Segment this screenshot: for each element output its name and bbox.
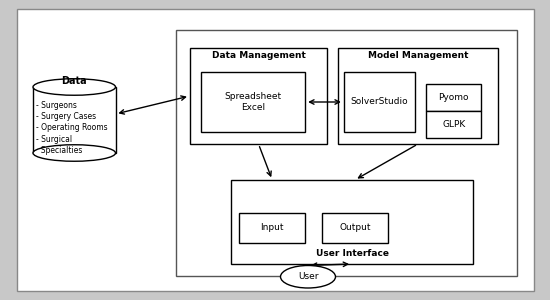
FancyBboxPatch shape [338,48,498,144]
Text: Output: Output [339,224,371,232]
FancyBboxPatch shape [344,72,415,132]
Text: Input: Input [261,224,284,232]
Text: Spreadsheet
Excel: Spreadsheet Excel [224,92,282,112]
FancyBboxPatch shape [33,87,116,153]
Ellipse shape [280,266,336,288]
Text: GLPK: GLPK [442,120,465,129]
FancyBboxPatch shape [231,180,473,264]
Text: Pyomo: Pyomo [438,93,469,102]
FancyBboxPatch shape [426,84,481,111]
FancyBboxPatch shape [322,213,388,243]
Text: User Interface: User Interface [316,249,388,258]
FancyBboxPatch shape [201,72,305,132]
Text: Specialties: Specialties [36,146,82,155]
Text: SolverStudio: SolverStudio [351,98,408,106]
FancyBboxPatch shape [190,48,327,144]
Ellipse shape [33,79,116,95]
Text: - Surgeons: - Surgeons [36,100,76,109]
Text: - Surgical: - Surgical [36,135,72,144]
Text: Data Management: Data Management [212,51,305,60]
FancyBboxPatch shape [239,213,305,243]
FancyBboxPatch shape [16,9,534,291]
Text: - Surgery Cases: - Surgery Cases [36,112,96,121]
Text: Model Management: Model Management [368,51,468,60]
Text: Data: Data [62,76,87,85]
Text: User: User [298,272,318,281]
Ellipse shape [33,145,116,161]
FancyBboxPatch shape [176,30,517,276]
FancyBboxPatch shape [426,111,481,138]
Text: - Operating Rooms: - Operating Rooms [36,123,107,132]
